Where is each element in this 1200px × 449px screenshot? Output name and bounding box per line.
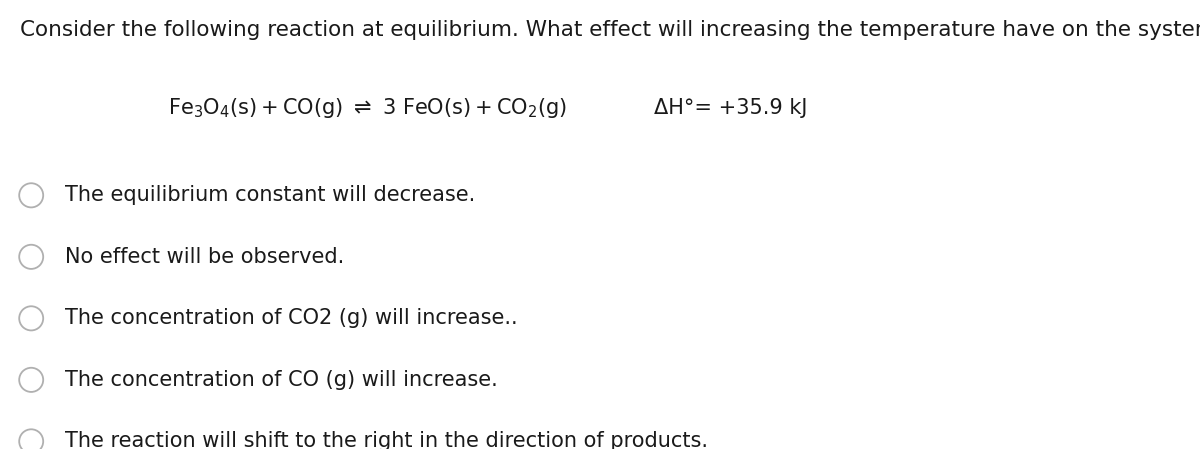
Text: The concentration of CO (g) will increase.: The concentration of CO (g) will increas…	[65, 370, 498, 390]
Text: The equilibrium constant will decrease.: The equilibrium constant will decrease.	[65, 185, 475, 205]
Text: ΔH°= +35.9 kJ: ΔH°= +35.9 kJ	[654, 98, 808, 118]
Text: The reaction will shift to the right in the direction of products.: The reaction will shift to the right in …	[65, 431, 708, 449]
Text: $\mathrm{Fe_3O_4(s) + CO(g)}$$\ \rightleftharpoons\ $$\mathrm{3\ FeO(s) + CO_2(g: $\mathrm{Fe_3O_4(s) + CO(g)}$$\ \rightle…	[168, 96, 568, 120]
Text: Consider the following reaction at equilibrium. What effect will increasing the : Consider the following reaction at equil…	[20, 20, 1200, 40]
Text: The concentration of CO2 (g) will increase..: The concentration of CO2 (g) will increa…	[65, 308, 517, 328]
Text: No effect will be observed.: No effect will be observed.	[65, 247, 344, 267]
